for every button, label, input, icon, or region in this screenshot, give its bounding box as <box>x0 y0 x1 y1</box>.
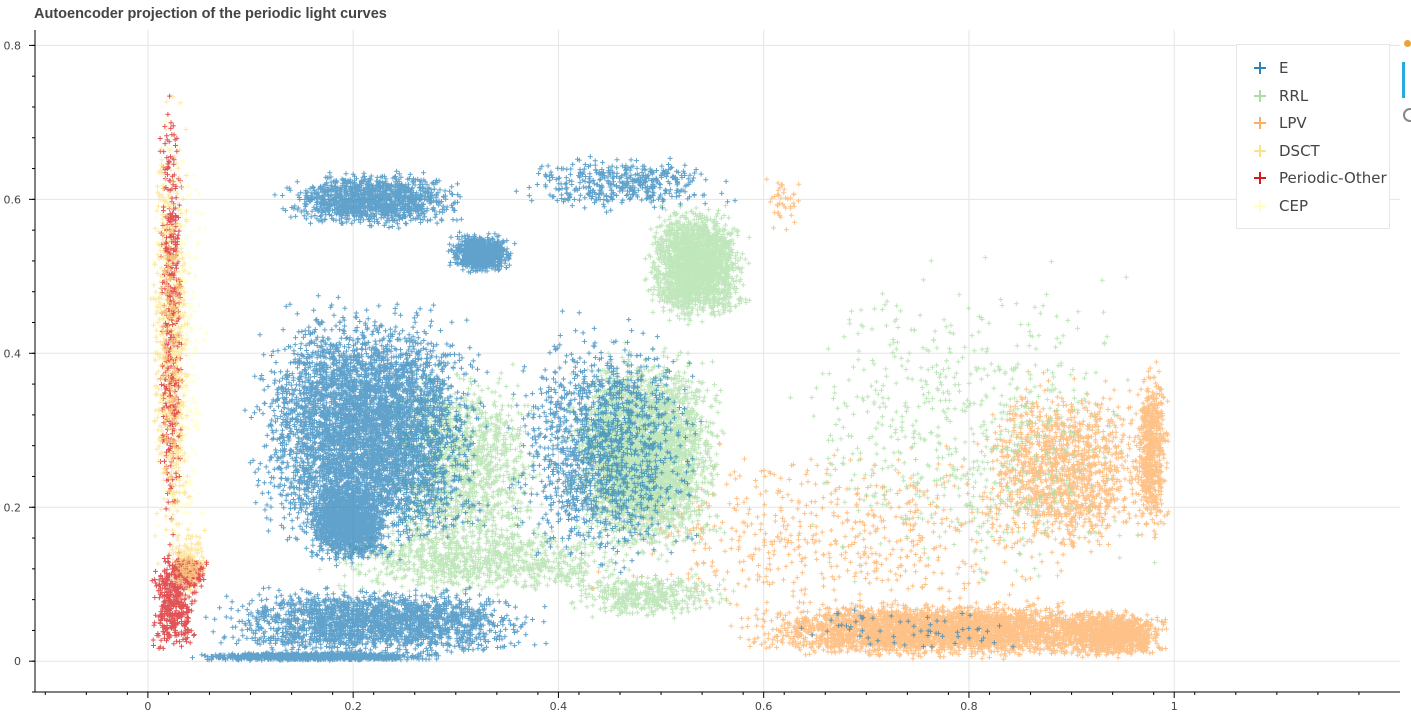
chart-title: Autoencoder projection of the periodic l… <box>34 6 387 22</box>
y-tick-label: 0.2 <box>4 501 22 514</box>
legend-item-rrl[interactable]: RRL <box>1251 85 1308 107</box>
legend-label: CEP <box>1279 196 1308 215</box>
legend-label: LPV <box>1279 114 1307 132</box>
y-tick-label: 0.4 <box>4 347 22 360</box>
plot-toolbar <box>1400 40 1411 130</box>
series-dsct <box>148 94 208 600</box>
legend-item-dsct[interactable]: DSCT <box>1251 140 1320 162</box>
y-tick-label: 0 <box>14 655 21 668</box>
axes: 0 0.2 0.4 0.6 0.8 1 0 0.2 0.4 0.6 0.8 <box>4 30 1400 713</box>
grid <box>35 30 1400 692</box>
legend-cross-icon <box>1251 142 1269 160</box>
x-tick-label: 0.6 <box>755 700 773 713</box>
legend[interactable]: E RRL LPV DSCT Periodic-Other CEP <box>1236 44 1390 229</box>
legend-item-cep[interactable]: CEP <box>1251 195 1308 217</box>
y-tick-label: 0.6 <box>4 193 22 206</box>
series-markers <box>566 176 1171 662</box>
bokeh-logo-icon <box>1404 40 1411 47</box>
legend-item-periodic-other[interactable]: Periodic-Other <box>1251 167 1387 189</box>
x-tick-label: 1 <box>1171 700 1178 713</box>
series-cep <box>151 118 209 606</box>
legend-cross-icon <box>1251 87 1269 105</box>
active-tool-indicator[interactable] <box>1402 62 1405 98</box>
x-tick-label: 0 <box>144 700 151 713</box>
x-tick-label: 0.2 <box>344 700 362 713</box>
x-tick-label: 0.4 <box>550 700 568 713</box>
legend-cross-icon <box>1251 114 1269 132</box>
series-e <box>190 154 1016 664</box>
legend-cross-icon <box>1251 169 1269 187</box>
series-lpv <box>566 176 1171 662</box>
legend-item-lpv[interactable]: LPV <box>1251 112 1307 134</box>
x-tick-label: 0.8 <box>960 700 978 713</box>
legend-cross-icon <box>1251 197 1269 215</box>
series-markers <box>190 154 1016 664</box>
legend-label: DSCT <box>1279 141 1320 160</box>
reset-icon[interactable] <box>1403 108 1411 122</box>
legend-label: RRL <box>1279 86 1309 105</box>
legend-cross-icon <box>1251 59 1269 77</box>
legend-item-e[interactable]: E <box>1251 57 1288 79</box>
legend-label: E <box>1279 59 1289 77</box>
legend-label: Periodic-Other <box>1279 169 1387 187</box>
data-points <box>148 93 1171 664</box>
series-markers <box>148 94 208 600</box>
series-markers <box>151 118 209 606</box>
y-tick-label: 0.8 <box>4 39 22 52</box>
